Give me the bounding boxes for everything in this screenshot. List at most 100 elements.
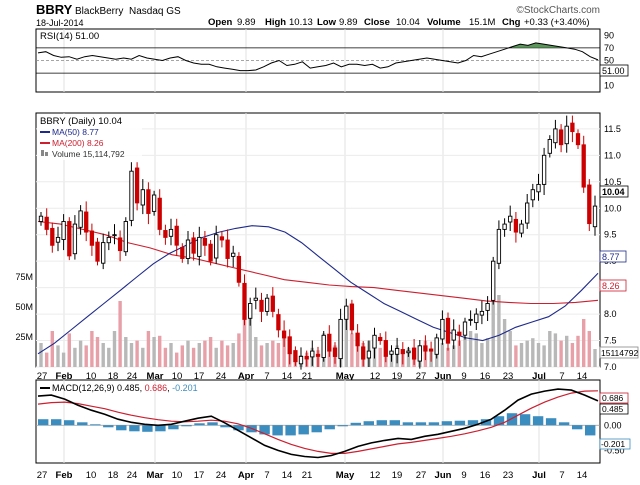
candle xyxy=(38,212,44,226)
low-value: 9.89 xyxy=(339,17,358,28)
macd-histogram-bar xyxy=(376,420,387,426)
candle xyxy=(541,147,547,195)
volume-bar xyxy=(56,345,60,367)
x-tick-label: 21 xyxy=(302,470,313,481)
volume-bar xyxy=(536,343,541,367)
volume-bar xyxy=(565,335,569,367)
rsi-line xyxy=(37,42,599,72)
macd-histogram-bar xyxy=(116,425,127,431)
volume-value-box xyxy=(599,346,639,359)
rsi-tick-label: 90 xyxy=(604,30,614,40)
volume-bar xyxy=(112,331,117,367)
volume-bar xyxy=(259,345,264,367)
volume-bar xyxy=(95,337,100,367)
candle xyxy=(564,115,569,153)
x-tick-label: 9 xyxy=(461,371,466,382)
macd-histogram-bar xyxy=(311,425,322,433)
macd-panel: MACD(12,26,9) 0.485, 0.686, -0.201 0.500… xyxy=(35,379,631,464)
macd-histogram-bar xyxy=(168,425,179,430)
candle xyxy=(575,129,581,149)
macd-value-label: 0.485 xyxy=(602,404,624,414)
x-tick-label: 14 xyxy=(282,371,293,382)
candle xyxy=(89,223,95,256)
macd-histogram-bar xyxy=(506,413,518,426)
candle xyxy=(445,312,451,351)
volume-bar xyxy=(463,337,467,367)
volume-bar xyxy=(514,345,518,367)
candle xyxy=(434,333,439,359)
macd-histogram-bar xyxy=(77,422,88,426)
candle xyxy=(411,339,417,365)
macd-histogram-bar xyxy=(572,425,583,430)
candle xyxy=(321,331,326,362)
volume-bar xyxy=(237,333,241,367)
x-tick-label: Feb xyxy=(56,371,73,382)
x-tick-label: Apr xyxy=(238,470,255,481)
macd-histogram-bar xyxy=(428,422,440,426)
candle xyxy=(519,219,524,238)
open-value: 9.89 xyxy=(237,17,256,28)
volume-bar xyxy=(220,340,224,367)
volume-tick-label: 75M xyxy=(15,272,33,282)
candle xyxy=(378,333,383,345)
ma200-legend: MA(200) 8.26 xyxy=(52,138,104,148)
x-tick-label: 12 xyxy=(370,470,381,481)
macd-histogram-bar xyxy=(272,425,283,436)
volume-bar xyxy=(214,347,218,367)
volume-bar xyxy=(67,333,71,367)
x-tick-label: 23 xyxy=(503,470,514,481)
candle xyxy=(508,205,513,231)
volume-bar xyxy=(570,343,575,367)
candle xyxy=(394,337,400,364)
ma200-value-box xyxy=(599,279,627,292)
rsi-value-box xyxy=(599,64,629,77)
candle xyxy=(293,346,298,366)
volume-bar xyxy=(480,343,484,367)
volume-bar xyxy=(440,343,445,367)
candle xyxy=(112,224,117,245)
low-label: Low xyxy=(317,17,337,28)
candle xyxy=(55,226,61,252)
x-tick-label: 16 xyxy=(480,470,491,481)
x-tick-label: 24 xyxy=(127,371,138,382)
rsi-tick-label: 10 xyxy=(604,81,614,91)
volume-bar xyxy=(474,333,478,367)
volume-bar xyxy=(525,340,529,367)
change-label: Chg xyxy=(502,17,521,28)
volume-bar xyxy=(158,335,162,367)
candle xyxy=(502,218,507,237)
macd-histogram-bar xyxy=(207,422,218,426)
macd-histogram-bar xyxy=(337,425,348,427)
price-tick-label: 11.0 xyxy=(604,150,621,160)
x-tick-label: 17 xyxy=(194,371,205,382)
candle xyxy=(338,308,343,368)
x-tick-label: Mar xyxy=(147,371,164,382)
candle xyxy=(513,212,519,243)
macd-tick-label: -0.50 xyxy=(604,445,625,455)
macd-histogram-bar xyxy=(454,420,466,426)
candle xyxy=(146,182,151,225)
rsi-title: RSI(14) 51.00 xyxy=(40,31,99,42)
candle xyxy=(117,230,123,262)
candle xyxy=(304,350,309,367)
volume-bar xyxy=(203,340,207,367)
macd-histogram-bar xyxy=(532,416,544,426)
candle xyxy=(423,335,428,361)
candle xyxy=(479,300,485,325)
x-tick-label: 23 xyxy=(503,371,514,382)
x-tick-label: 7 xyxy=(264,371,269,382)
volume-tick-label: 50M xyxy=(15,302,33,312)
candle xyxy=(236,252,242,287)
candle xyxy=(587,179,592,231)
rsi-tick-label: 50 xyxy=(604,56,614,66)
candle xyxy=(129,162,134,227)
volume-bar xyxy=(163,347,168,367)
rsi-tick-label: 70 xyxy=(604,43,614,53)
volume-bar xyxy=(50,331,54,367)
volume-bar xyxy=(90,331,94,367)
volume-bar xyxy=(242,295,247,367)
candle xyxy=(496,220,502,270)
candle xyxy=(95,237,100,266)
candle xyxy=(457,324,462,346)
